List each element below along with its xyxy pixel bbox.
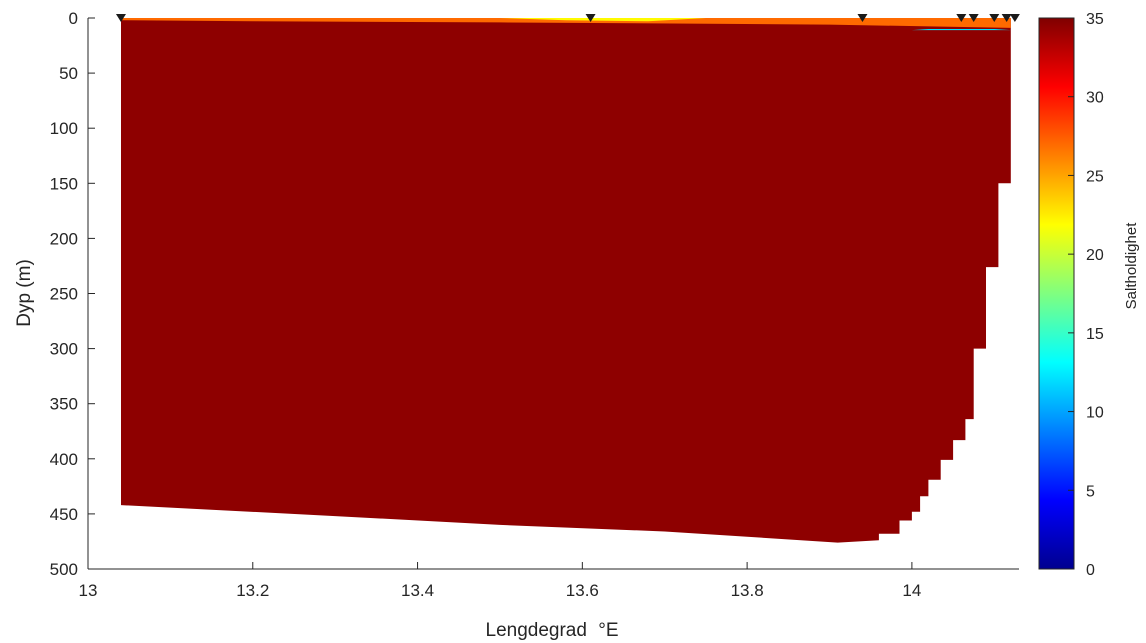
station-markers <box>115 14 1020 22</box>
station-marker-4 <box>968 14 979 22</box>
colorbar-tick-label-0: 0 <box>1086 562 1095 579</box>
x-tick-label-4: 13.8 <box>731 581 764 600</box>
y-tick-label-5: 250 <box>50 285 78 304</box>
colorbar-tick-label-7: 35 <box>1086 11 1104 28</box>
surface-layer-1 <box>499 18 706 22</box>
colorbar-tick-label-4: 20 <box>1086 247 1104 264</box>
colorbar-tick-label-2: 10 <box>1086 405 1104 422</box>
station-marker-2 <box>857 14 868 22</box>
y-tick-label-6: 300 <box>50 340 78 359</box>
x-axis-label-text: Lengdegrad <box>486 620 587 641</box>
plot-data-layer <box>121 18 1011 543</box>
station-marker-5 <box>989 14 1000 22</box>
station-marker-3 <box>956 14 967 22</box>
y-tick-label-2: 100 <box>50 119 78 138</box>
y-tick-label-9: 450 <box>50 505 78 524</box>
x-axis-label: Lengdegrad °E <box>486 620 619 641</box>
x-tick-label-1: 13.2 <box>236 581 269 600</box>
x-axis-ticks: 13 13.2 13.4 13.6 13.8 14 <box>79 562 921 600</box>
x-axis-label-unit: °E <box>598 620 618 641</box>
colorbar-tick-label-6: 30 <box>1086 90 1104 107</box>
x-tick-label-3: 13.6 <box>566 581 599 600</box>
colorbar <box>1038 17 1075 570</box>
x-tick-label-5: 14 <box>902 581 921 600</box>
colorbar-tick-label-3: 15 <box>1086 326 1104 343</box>
y-tick-label-4: 200 <box>50 229 78 248</box>
y-tick-label-10: 500 <box>50 560 78 579</box>
colorbar-tick-label-5: 25 <box>1086 168 1104 185</box>
y-axis-ticks: 0 50 100 150 200 250 300 350 400 450 500 <box>50 9 95 579</box>
y-tick-label-1: 50 <box>59 64 78 83</box>
colorbar-label: Saltholdighet <box>1123 222 1140 310</box>
y-axis-label: Dyp (m) <box>14 259 35 327</box>
y-tick-label-3: 150 <box>50 174 78 193</box>
colorbar-tick-label-1: 5 <box>1086 483 1095 500</box>
y-tick-label-8: 400 <box>50 450 78 469</box>
y-tick-label-0: 0 <box>69 9 78 28</box>
y-tick-label-7: 350 <box>50 395 78 414</box>
x-tick-label-2: 13.4 <box>401 581 434 600</box>
x-tick-label-0: 13 <box>79 581 98 600</box>
station-marker-0 <box>115 14 126 22</box>
colorbar-ticks: 0 5 10 15 20 25 30 35 <box>1068 11 1104 579</box>
surface-layer-0 <box>121 18 1011 28</box>
station-marker-6 <box>1001 14 1012 22</box>
station-marker-7 <box>1009 14 1020 22</box>
salinity-section-area <box>121 18 1011 543</box>
station-marker-1 <box>585 14 596 22</box>
surface-layer-2 <box>911 29 1011 31</box>
